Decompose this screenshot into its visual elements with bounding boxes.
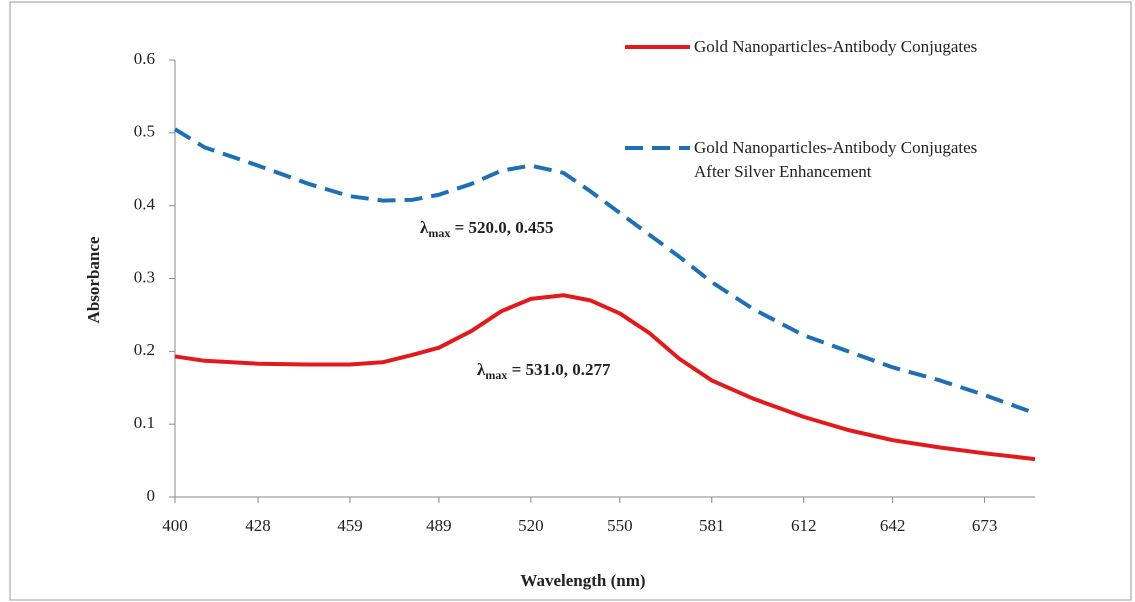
x-tick-label: 550 bbox=[607, 516, 633, 535]
annotation-text: = 531.0, 0.277 bbox=[507, 360, 611, 379]
annotation: λmax = 520.0, 0.455 bbox=[420, 218, 554, 240]
x-tick-label: 581 bbox=[699, 516, 725, 535]
x-tick-label: 428 bbox=[245, 516, 271, 535]
annotation-subscript: max bbox=[485, 368, 507, 382]
y-tick-label: 0.3 bbox=[134, 267, 155, 286]
annotation-subscript: max bbox=[428, 226, 450, 240]
x-axis-title: Wavelength (nm) bbox=[520, 571, 645, 590]
data-line bbox=[174, 293, 1036, 462]
y-tick-label: 0.2 bbox=[134, 340, 155, 359]
annotation-symbol: λ bbox=[477, 360, 486, 379]
y-tick-label: 0.5 bbox=[134, 122, 155, 141]
y-tick-label: 0.4 bbox=[134, 195, 156, 214]
x-tick-label: 459 bbox=[337, 516, 363, 535]
x-tick-label: 400 bbox=[162, 516, 188, 535]
x-tick-label: 642 bbox=[880, 516, 906, 535]
x-tick-label: 520 bbox=[518, 516, 544, 535]
y-tick-label: 0.1 bbox=[134, 413, 155, 432]
y-tick-label: 0 bbox=[147, 486, 156, 505]
x-tick-label: 612 bbox=[791, 516, 817, 535]
annotation: λmax = 531.0, 0.277 bbox=[477, 360, 611, 382]
x-tick-label: 673 bbox=[972, 516, 998, 535]
x-tick-label: 489 bbox=[426, 516, 452, 535]
y-tick-label: 0.6 bbox=[134, 49, 155, 68]
annotation-symbol: λ bbox=[420, 218, 429, 237]
legend-label: Gold Nanoparticles-Antibody Conjugates bbox=[694, 37, 978, 56]
frame bbox=[9, 1, 1132, 601]
legend-label: Gold Nanoparticles-Antibody Conjugates A… bbox=[694, 138, 978, 181]
annotation-text: = 520.0, 0.455 bbox=[450, 218, 553, 237]
y-axis-title: Absorbance bbox=[84, 236, 103, 323]
